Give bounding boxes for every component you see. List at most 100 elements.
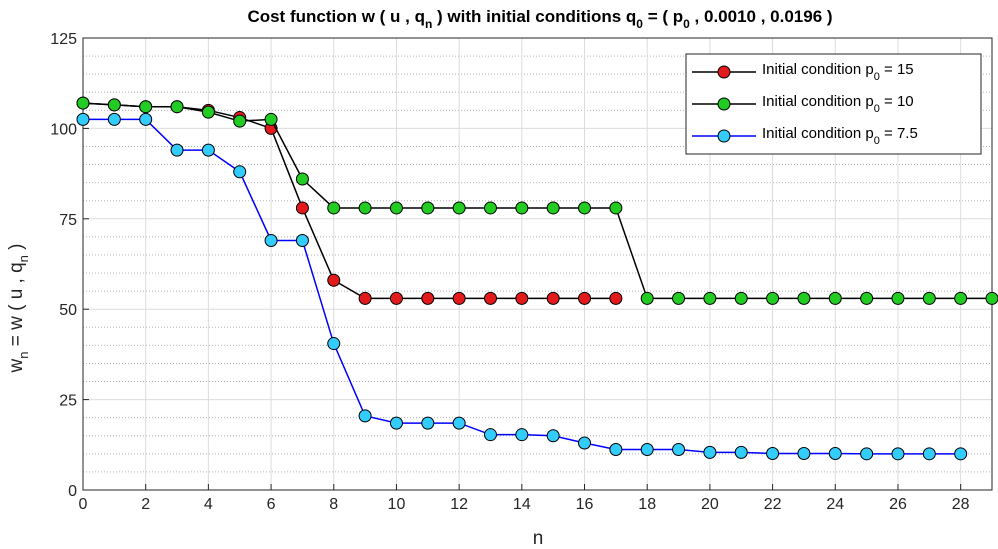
x-tick-label: 2 [141, 496, 150, 513]
x-tick-label: 26 [889, 496, 907, 513]
data-point [797, 291, 811, 305]
chart-title-part: = ( p [643, 7, 683, 26]
data-point [452, 201, 466, 215]
chart-title-subscript: 0 [683, 17, 690, 31]
y-axis-label: wn = w ( u , qn ) [6, 243, 31, 373]
data-point [264, 233, 278, 247]
data-point [828, 291, 842, 305]
data-point [264, 112, 278, 126]
legend-label-subscript: 0 [874, 103, 880, 115]
data-point [609, 443, 623, 457]
y-axis-label-part: ) [6, 243, 27, 255]
data-point [640, 291, 654, 305]
data-point [891, 447, 905, 461]
plot-area [82, 37, 993, 491]
data-point [327, 337, 341, 351]
y-tick-label: 25 [59, 393, 77, 410]
series-3 [76, 112, 968, 461]
data-point [515, 201, 529, 215]
data-point [954, 291, 968, 305]
x-tick-label: 6 [267, 496, 276, 513]
legend-marker [717, 65, 731, 79]
data-point [201, 143, 215, 157]
legend-label-part: Initial condition p [762, 125, 874, 142]
data-point [327, 273, 341, 287]
data-point [609, 291, 623, 305]
data-point [578, 201, 592, 215]
legend-label-subscript: 0 [874, 135, 880, 147]
data-point [421, 416, 435, 430]
data-point [295, 233, 309, 247]
data-point [546, 429, 560, 443]
data-point [922, 447, 936, 461]
y-tick-label: 100 [50, 121, 77, 138]
data-point [703, 445, 717, 459]
data-point [766, 446, 780, 460]
data-point [358, 409, 372, 423]
data-point [483, 428, 497, 442]
y-axis-label-subscript: n [16, 352, 31, 359]
x-tick-label: 0 [79, 496, 88, 513]
chart-title-part: ) with initial conditions q [432, 7, 636, 26]
x-tick-label: 20 [701, 496, 719, 513]
data-point [76, 96, 90, 110]
data-point [546, 201, 560, 215]
legend-label: Initial condition p0 = 7.5 [762, 125, 918, 147]
data-point [389, 291, 403, 305]
legend-label-part: = 15 [880, 61, 914, 78]
data-point [483, 201, 497, 215]
x-tick-label: 22 [764, 496, 782, 513]
legend-entry: Initial condition p0 = 15 [692, 61, 914, 83]
x-tick-label: 18 [638, 496, 656, 513]
legend-label: Initial condition p0 = 10 [762, 93, 914, 115]
y-axis-label-part: w [6, 359, 27, 374]
y-tick-label: 0 [68, 483, 77, 500]
data-point [546, 291, 560, 305]
data-point [797, 446, 811, 460]
x-tick-label: 28 [952, 496, 970, 513]
data-point [421, 201, 435, 215]
y-axis-label-part: = w ( u , q [6, 262, 27, 351]
data-point [766, 291, 780, 305]
legend-label-part: = 7.5 [880, 125, 918, 142]
data-point [828, 446, 842, 460]
data-point [860, 447, 874, 461]
data-point [170, 100, 184, 114]
data-point [452, 416, 466, 430]
x-axis: 0 2 4 6 8 10 12 14 16 18 20 22 24 26 28 [79, 484, 970, 513]
x-tick-label: 16 [576, 496, 594, 513]
data-point [609, 201, 623, 215]
data-point [107, 98, 121, 112]
x-tick-label: 8 [329, 496, 338, 513]
series-line [82, 102, 616, 300]
data-point [578, 291, 592, 305]
x-tick-label: 14 [513, 496, 531, 513]
data-point [515, 291, 529, 305]
data-point [327, 201, 341, 215]
data-point [452, 291, 466, 305]
data-point [922, 291, 936, 305]
data-point [954, 447, 968, 461]
data-point [233, 114, 247, 128]
x-axis-label: n [533, 528, 544, 549]
data-point [483, 291, 497, 305]
y-axis-label-subscript: n [16, 255, 31, 262]
legend-label-part: Initial condition p [762, 93, 874, 110]
legend-label-subscript: 0 [874, 71, 880, 83]
data-point [295, 172, 309, 186]
data-point [672, 443, 686, 457]
data-point [389, 201, 403, 215]
chart-title-part: , 0.0010 , 0.0196 ) [690, 7, 833, 26]
data-point [358, 201, 372, 215]
x-tick-label: 10 [388, 496, 406, 513]
data-point [578, 436, 592, 450]
legend-label-part: = 10 [880, 93, 914, 110]
y-tick-label: 50 [59, 302, 77, 319]
y-tick-label: 75 [59, 212, 77, 229]
y-tick-label: 125 [50, 31, 77, 48]
data-point [389, 416, 403, 430]
data-point [640, 443, 654, 457]
data-point [734, 445, 748, 459]
